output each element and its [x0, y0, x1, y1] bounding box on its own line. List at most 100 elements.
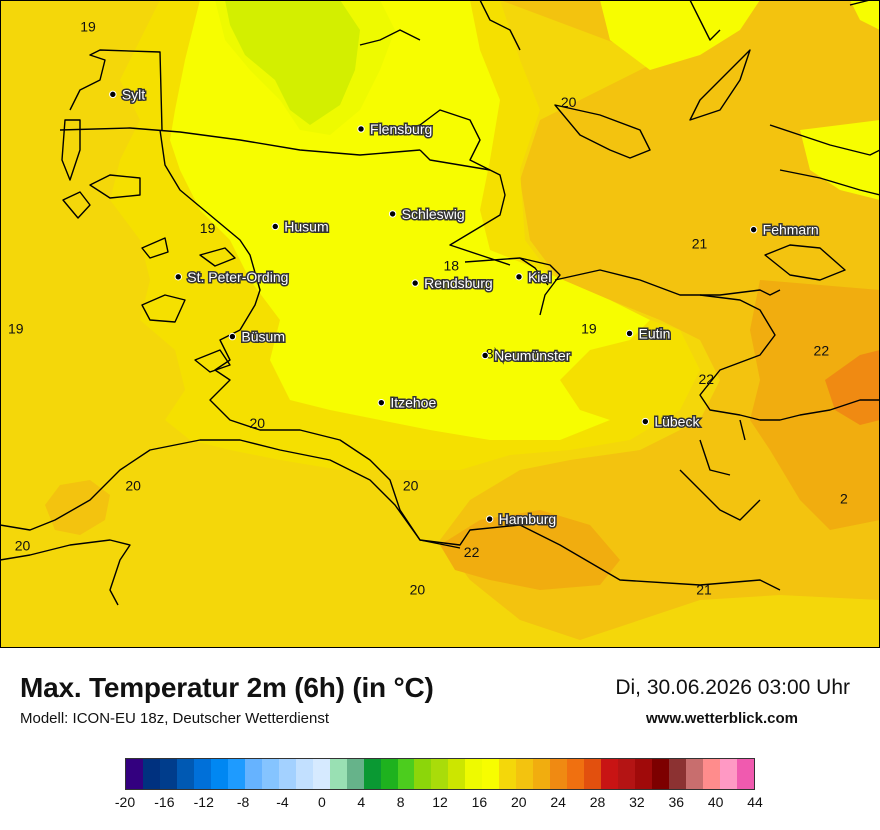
city-dot: [388, 210, 397, 218]
legend-swatch: [346, 759, 364, 789]
legend-tick-label: 40: [707, 794, 724, 810]
city-label: Hamburg: [499, 511, 557, 527]
legend-tick-label: 4: [357, 794, 366, 810]
city-dot: [641, 417, 650, 426]
legend-ticks: -20 -16 -12 -8 -4 0 4 8 12 16 20 24 28 32 36 40 44: [115, 794, 763, 814]
legend-swatch: [702, 759, 720, 789]
city-label: Flensburg: [370, 121, 432, 137]
city-dot: [271, 222, 279, 231]
legend-swatch: [685, 759, 703, 789]
legend-swatch: [516, 759, 534, 789]
city-label: Schleswig: [402, 206, 465, 222]
legend-swatch: [142, 759, 160, 789]
legend-swatch: [719, 759, 737, 789]
legend-tick-label: -4: [276, 794, 289, 810]
legend-swatch: [363, 759, 381, 789]
legend-swatch: [431, 759, 449, 789]
contour-label: 20: [125, 478, 141, 494]
legend-swatch: [584, 759, 602, 789]
temp-field-18-far-ne: [850, 0, 880, 30]
contour-label: 20: [561, 94, 577, 110]
legend-tick-label: 28: [589, 794, 606, 810]
legend-swatch: [618, 759, 636, 789]
legend-swatch: [652, 759, 669, 789]
legend-tick-label: 16: [471, 794, 488, 810]
legend-swatch: [414, 759, 432, 789]
temp-field-18-east: [800, 120, 880, 200]
map-title: Max. Temperatur 2m (6h) (in °C): [20, 672, 434, 703]
city-dot: [515, 273, 523, 281]
legend-tick-label: 44: [747, 794, 763, 810]
legend-swatch: [227, 759, 245, 789]
contour-label: 19: [8, 320, 24, 336]
city-dot: [357, 125, 365, 133]
legend-swatch: [567, 759, 585, 789]
city-label: Fehmarn: [763, 222, 819, 238]
temp-field-22-east: [750, 280, 880, 530]
color-legend: [125, 758, 755, 790]
city-label: Rendsburg: [424, 275, 493, 291]
contour-label: 2: [840, 490, 848, 506]
legend-swatch: [278, 759, 296, 789]
city-dot: [377, 398, 386, 407]
legend-swatch: [397, 759, 415, 789]
temperature-map: 19 20 19 21 18 19 19 8 22 22 20 20 20 22 20 20 21 2 Sylt F…: [0, 0, 880, 648]
contour-label: 21: [692, 236, 708, 252]
legend-swatch: [312, 759, 330, 789]
legend-tick-label: 32: [629, 794, 645, 810]
temp-field-23: [825, 350, 880, 425]
legend-tick-label: 0: [317, 794, 326, 810]
legend-tick-label: 36: [668, 794, 685, 810]
legend-tick-label: -16: [154, 794, 175, 810]
legend-swatch: [159, 759, 177, 789]
legend-swatch: [635, 759, 653, 789]
temp-field-22-hamburg: [440, 510, 620, 590]
legend-tick-label: 12: [432, 794, 448, 810]
legend-swatch: [126, 759, 143, 789]
legend-tick-label: -8: [236, 794, 250, 810]
city-dot: [411, 279, 419, 287]
legend-swatch: [210, 759, 228, 789]
legend-tick-label: 8: [396, 794, 405, 810]
city-dot: [485, 515, 494, 523]
legend-tick-label: -20: [114, 794, 136, 810]
contour-label: 19: [80, 18, 96, 34]
contour-label: 22: [464, 544, 480, 560]
coastlines: [0, 0, 880, 606]
contour-label: 19: [200, 220, 216, 236]
contour-label: 21: [696, 582, 712, 598]
legend-swatch: [329, 759, 347, 789]
legend-swatch: [601, 759, 619, 789]
legend-swatch: [244, 759, 262, 789]
legend-swatch: [533, 759, 551, 789]
contour-label: 20: [410, 582, 426, 598]
city-dot: [109, 90, 117, 99]
city-dot: [481, 351, 489, 360]
city-dot: [228, 332, 237, 341]
contour-label: 8: [486, 346, 494, 362]
contour-labels: 19 20 19 21 18 19 19 8 22 22 20 20 20 22 20 20 21 2: [8, 18, 848, 597]
contour-label: 20: [15, 537, 31, 553]
city-label: Büsum: [241, 329, 285, 345]
forecast-datetime: Di, 30.06.2026 03:00 Uhr: [615, 676, 850, 699]
contour-label: 18: [443, 258, 459, 274]
city-dot: [174, 273, 182, 281]
legend-swatch: [669, 759, 686, 789]
city-label: Neumünster: [494, 347, 571, 363]
legend-swatch: [736, 759, 754, 789]
legend-tick-label: 24: [550, 794, 566, 810]
legend-tick-label: -12: [193, 794, 214, 810]
temp-field-18-ne: [600, 0, 760, 70]
contour-label: 20: [403, 478, 419, 494]
temp-field-21: [440, 0, 880, 640]
legend-swatch: [193, 759, 211, 789]
city-dot: [625, 329, 634, 338]
website-link[interactable]: www.wetterblick.com: [646, 710, 798, 727]
contour-label: 22: [814, 342, 830, 358]
contour-label: 22: [698, 371, 714, 387]
legend-swatch: [465, 759, 483, 789]
contour-label: 19: [581, 320, 597, 336]
city-label: Sylt: [122, 86, 145, 102]
contour-label: 20: [249, 415, 265, 431]
city-label: Lübeck: [654, 414, 700, 430]
